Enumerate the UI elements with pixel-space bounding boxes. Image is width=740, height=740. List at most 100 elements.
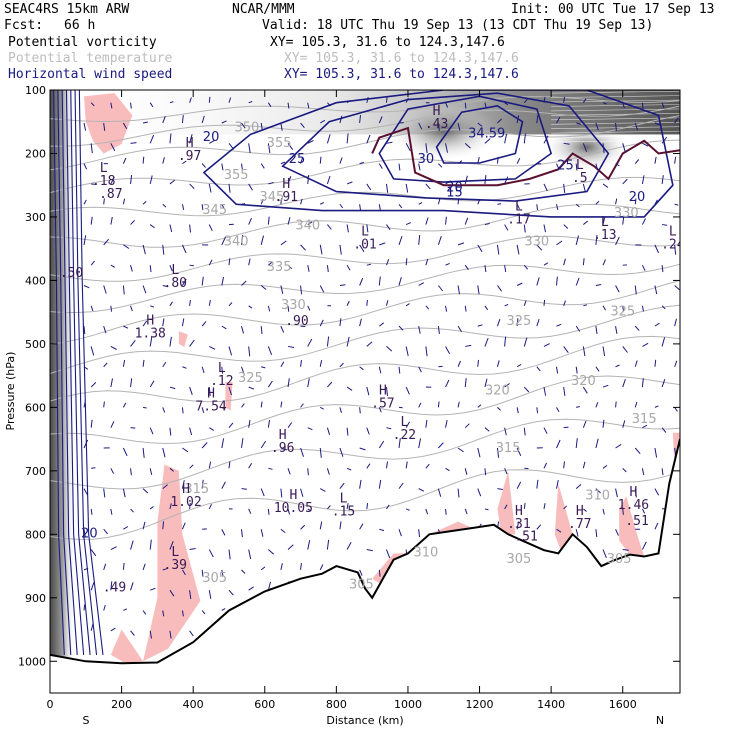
pv-extremum-kind: H: [182, 482, 190, 497]
wind-vector: [457, 360, 461, 367]
wind-vector: [189, 183, 195, 189]
wind-vector: [523, 264, 529, 270]
wind-vector: [339, 447, 344, 457]
wind-vector: [595, 122, 599, 131]
pv-extremum-kind: L: [340, 491, 348, 506]
wind-vector: [464, 102, 467, 109]
pv-streak: [551, 130, 680, 134]
left-end-label: S: [83, 714, 90, 727]
theta-label: 325: [507, 314, 532, 329]
wind-vector: [622, 305, 624, 312]
wind-vector: [385, 96, 388, 103]
pv-contour-line: [371, 126, 680, 187]
wind-vector: [307, 305, 311, 311]
pv-streak: [551, 95, 680, 98]
wind-vector: [346, 181, 353, 185]
wind-vector: [221, 120, 227, 124]
wind-vector: [622, 102, 625, 109]
theta-contour-line: [50, 115, 680, 171]
wind-vector: [477, 199, 481, 205]
wind-vector: [267, 216, 270, 225]
wind-vector: [90, 508, 93, 515]
wind-vector: [260, 326, 263, 335]
wind-vector: [162, 318, 165, 327]
wind-vector: [162, 157, 165, 164]
wind-vector: [543, 299, 546, 306]
wind-vector: [438, 442, 444, 449]
wind-vector: [504, 265, 507, 272]
wind-vector: [556, 407, 560, 412]
wind-vector: [287, 143, 294, 150]
wind-vector: [359, 479, 362, 489]
theta-label: 330: [281, 298, 306, 313]
wind-vector: [319, 244, 323, 255]
wind-vector: [169, 630, 172, 639]
x-tick-label: 0: [47, 698, 54, 711]
wind-vector: [437, 122, 440, 131]
wind-vector: [556, 117, 561, 124]
wind-vector: [122, 562, 125, 570]
wind-vector: [123, 244, 130, 249]
wind-vector: [583, 508, 587, 512]
header-fcst-label: Fcst:: [4, 18, 44, 33]
wind-vector: [582, 98, 587, 103]
wind-vector: [634, 159, 640, 164]
wind-speed-contours: [53, 90, 680, 655]
wind-vector: [682, 178, 686, 184]
wind-vector: [162, 116, 166, 124]
wind-vector: [497, 488, 503, 490]
wind-vector: [398, 366, 401, 374]
wind-vector: [359, 318, 362, 327]
wind-vector: [516, 447, 522, 457]
wind-vector: [267, 305, 271, 312]
wind-vector: [307, 265, 310, 272]
wind-vector: [641, 102, 644, 109]
wind-vector: [280, 401, 283, 408]
wind-vector: [661, 379, 666, 388]
wind-vector: [260, 566, 266, 571]
x-tick-label: 1400: [537, 698, 565, 711]
wind-vector: [457, 160, 463, 165]
wind-vector: [103, 362, 108, 368]
wind-vector: [267, 346, 273, 355]
wind-vector: [150, 305, 154, 308]
pv-extremum-value: .18: [92, 174, 115, 189]
wind-vector: [201, 163, 206, 168]
wind-vector: [248, 549, 252, 560]
wind-vector: [359, 244, 365, 253]
wind-speed-label: 15: [446, 186, 463, 201]
wind-vector: [418, 402, 422, 408]
theta-label: 305: [349, 577, 374, 592]
wind-vector: [130, 339, 136, 347]
wind-vector: [201, 321, 207, 327]
wind-vector: [634, 122, 638, 131]
wind-vector: [208, 590, 212, 599]
wind-speed-contour: [202, 90, 674, 218]
wind-vector: [208, 549, 214, 558]
wind-vector: [241, 569, 246, 574]
wind-vector: [103, 563, 107, 571]
wind-vector: [464, 305, 467, 312]
wind-vector: [437, 326, 440, 334]
wind-vector: [477, 488, 482, 497]
wind-vector: [326, 336, 330, 347]
theta-label: 305: [202, 571, 227, 586]
wind-vector: [536, 277, 540, 286]
wind-vector: [484, 265, 487, 273]
wind-vector: [615, 236, 620, 246]
wind-speed-label: 20: [446, 181, 463, 196]
wind-vector: [583, 220, 589, 225]
wind-vector: [464, 142, 471, 149]
wind-vector: [674, 285, 680, 291]
wind-vector: [425, 419, 428, 428]
wind-vector: [661, 305, 666, 310]
wind-vector: [241, 203, 246, 205]
wind-vector: [103, 238, 109, 246]
wind-vector: [300, 244, 306, 251]
wind-vector: [221, 163, 224, 171]
wind-vector: [241, 403, 245, 408]
wind-vector: [582, 386, 588, 394]
pv-extremum-value: .96: [271, 441, 294, 456]
wind-vector: [268, 467, 273, 470]
wind-vector: [622, 346, 628, 353]
